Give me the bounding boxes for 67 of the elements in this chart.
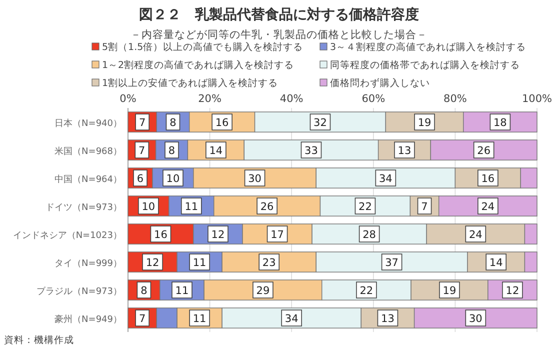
- data-label: 12: [146, 257, 160, 269]
- data-label: 8: [170, 117, 176, 129]
- data-label: 13: [381, 313, 394, 325]
- y-tick-label: ブラジル（N=973）: [36, 286, 122, 297]
- legend-label: 価格問わず購入しない: [330, 77, 430, 89]
- data-label: 11: [175, 285, 189, 297]
- x-tick-label: 80%: [444, 93, 467, 105]
- y-tick-label: 中国（N=964）: [54, 174, 122, 185]
- chart-title: 図２２ 乳製品代替食品に対する価格許容度: [139, 6, 419, 23]
- data-label: 30: [248, 173, 262, 185]
- data-label: 29: [256, 285, 270, 297]
- legend-label: 5割（1.5倍）以上の高値でも購入を検討する: [102, 41, 304, 53]
- data-label: 30: [468, 313, 482, 325]
- data-label: 37: [385, 257, 398, 269]
- data-label: 13: [398, 145, 412, 157]
- x-tick-label: 40%: [280, 93, 304, 105]
- x-tick-label: 0%: [120, 93, 136, 105]
- y-tick-label: タイ（N=999）: [54, 259, 122, 269]
- data-label: 18: [494, 117, 507, 129]
- data-label: 10: [142, 201, 156, 213]
- y-tick-label: 米国（N=968）: [54, 146, 122, 157]
- data-label: 26: [260, 201, 274, 213]
- legend-label: 1～2割程度の高値であれば購入を検討する: [102, 59, 294, 71]
- data-label: 7: [138, 313, 146, 325]
- data-label: 8: [168, 145, 176, 157]
- y-tick-label: 日本（N=940）: [54, 118, 122, 129]
- data-label: 22: [358, 201, 372, 213]
- data-label: 16: [481, 173, 495, 185]
- data-label: 6: [136, 173, 144, 185]
- legend-label: 1割以上の安値であれば購入を検討する: [102, 77, 278, 89]
- data-label: 22: [360, 285, 374, 297]
- data-label: 11: [192, 257, 206, 269]
- data-label: 7: [421, 201, 428, 213]
- data-label: 10: [166, 173, 180, 185]
- data-label: 28: [362, 229, 376, 241]
- data-label: 32: [314, 117, 327, 129]
- data-label: 14: [209, 145, 223, 157]
- y-tick-label: インドネシア（N=1023）: [12, 231, 122, 241]
- data-label: 17: [270, 229, 284, 241]
- data-label: 7: [138, 145, 146, 157]
- y-tick-label: ドイツ（N=973）: [46, 203, 122, 213]
- data-label: 8: [140, 285, 148, 297]
- data-label: 33: [304, 145, 318, 157]
- x-tick-label: 100%: [522, 93, 552, 105]
- data-label: 34: [378, 173, 393, 185]
- x-tick-label: 60%: [362, 93, 386, 105]
- data-label: 16: [154, 229, 168, 241]
- y-tick-label: 豪州（N=949）: [54, 314, 122, 325]
- data-label: 12: [211, 229, 225, 241]
- data-label: 14: [489, 257, 504, 269]
- data-label: 26: [477, 145, 491, 157]
- data-label: 34: [284, 313, 299, 325]
- data-label: 11: [192, 313, 206, 325]
- data-label: 16: [215, 117, 230, 129]
- legend-label: 同等程度の価格帯であれば購入を検討する: [330, 59, 520, 71]
- data-label: 12: [506, 285, 520, 297]
- data-label: 24: [468, 229, 483, 241]
- chart-subtitle: －内容量などが同等の牛乳・乳製品の価格と比較した場合－: [130, 28, 428, 41]
- data-label: 19: [442, 285, 456, 297]
- x-tick-label: 20%: [198, 93, 222, 105]
- data-label: 23: [262, 257, 276, 269]
- data-label: 19: [418, 117, 432, 129]
- data-label: 11: [184, 201, 198, 213]
- text: 資料：機構作成: [4, 334, 74, 346]
- data-label: 7: [138, 117, 146, 129]
- legend-label: 3～４割程度の高値であれば購入を検討する: [330, 41, 526, 53]
- data-label: 24: [481, 201, 495, 213]
